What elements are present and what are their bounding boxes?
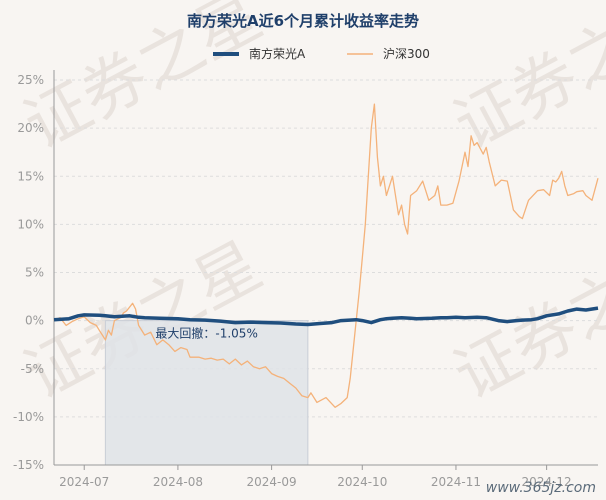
legend-item-1: 沪深300 <box>347 47 430 61</box>
y-tick-label: -5% <box>21 362 44 376</box>
plot-lines <box>53 103 599 408</box>
y-tick-label: -15% <box>13 458 44 472</box>
series-line-1 <box>53 103 599 408</box>
max-drawdown-label: 最大回撤：-1.05% <box>155 326 257 341</box>
max-drawdown-region: 最大回撤：-1.05% <box>104 320 309 466</box>
chart-title: 南方荣光A近6个月累计收益率走势 <box>187 12 419 30</box>
x-axis: 2024-07 2024-08 2024-09 2024-10 2024-11 2024-… <box>59 465 572 489</box>
x-tick-label: 2024-09 <box>247 475 297 489</box>
series-line-0 <box>53 306 599 327</box>
y-tick-label: 15% <box>17 169 44 183</box>
x-tick-label: 2024-07 <box>59 475 109 489</box>
y-tick-label: -10% <box>13 410 44 424</box>
x-tick-label: 2024-12 <box>522 475 572 489</box>
legend-label-1: 沪深300 <box>383 47 430 61</box>
max-drawdown-box <box>104 320 309 466</box>
footer-site: www.365jz.com <box>486 480 596 496</box>
legend: 南方荣光A 沪深300 <box>213 46 430 61</box>
y-axis: -15% -10% -5% 0% 5% 10% 15% 20% 25% <box>13 70 598 472</box>
x-tick-label: 2024-08 <box>153 475 203 489</box>
y-tick-label: 10% <box>17 217 44 231</box>
y-tick-label: 0% <box>25 314 44 328</box>
legend-label-0: 南方荣光A <box>249 46 306 61</box>
y-tick-label: 5% <box>25 266 44 280</box>
x-tick-label: 2024-11 <box>431 475 481 489</box>
legend-item-0: 南方荣光A <box>213 46 306 61</box>
x-tick-label: 2024-10 <box>337 475 387 489</box>
watermark: 证券之星证券之星证券之星证券之星 <box>13 0 606 414</box>
y-tick-label: 25% <box>17 73 44 87</box>
y-tick-label: 20% <box>17 121 44 135</box>
watermark-text: 证券之星 <box>443 0 606 164</box>
